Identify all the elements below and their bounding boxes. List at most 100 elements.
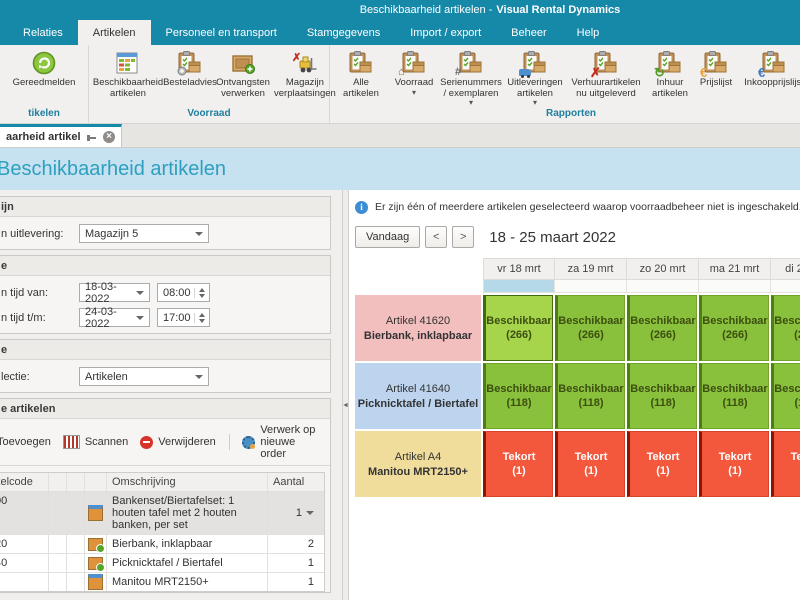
- selected-articles-table: kelcode Omschrijving Aantal 00 Bankenset…: [0, 472, 325, 592]
- ribbon-button-verhuurartikelen-nu-uitgeleverd[interactable]: ✗ Verhuurartikelen nu uitgeleverd: [566, 49, 646, 99]
- remove-article-button[interactable]: Verwijderen: [136, 434, 219, 451]
- document-tab-beschikbaarheid-artikelen[interactable]: aarheid artikelen ×: [0, 124, 122, 147]
- availability-cell[interactable]: Beschikbaar (266): [771, 295, 800, 361]
- availability-cell[interactable]: Beschikbaar (118): [699, 363, 769, 429]
- ribbon-button-alle-artikelen[interactable]: Alle artikelen: [332, 49, 390, 99]
- availability-cell[interactable]: Beschikbaar (266): [627, 295, 697, 361]
- article-description: Bierbank, inklapbaar: [107, 535, 268, 553]
- svg-text:✗: ✗: [292, 52, 301, 64]
- article-code: [0, 573, 49, 591]
- time-from-value: 08:00: [163, 287, 191, 299]
- ribbon-group-label-rapporten: Rapporten: [330, 108, 800, 123]
- articles-toolbar: Toevoegen Scannen Verwijderen Verwerk op…: [0, 419, 330, 466]
- home-badge-icon: ⌂: [398, 67, 405, 78]
- ribbon-button-inhuur-artikelen[interactable]: ↻ Inhuur artikelen: [646, 49, 694, 99]
- today-button[interactable]: Vandaag: [355, 226, 420, 248]
- menu-tab-stamgegevens[interactable]: Stamgegevens: [292, 20, 395, 45]
- date-from-picker[interactable]: 18-03-2022: [79, 283, 150, 302]
- ribbon-button-label: Beschikbaarheid artikelen: [93, 78, 163, 99]
- shortage-cell[interactable]: Tekort (1): [555, 431, 625, 497]
- report-rented-out-icon: ✗: [593, 50, 619, 76]
- forklift-icon: ✗: [292, 50, 318, 76]
- planner-panel: i Er zijn één of meerdere artikelen gese…: [349, 190, 800, 600]
- prev-week-button[interactable]: <: [425, 226, 447, 248]
- scan-label: Scannen: [85, 436, 128, 448]
- table-row[interactable]: 40 Picknicktafel / Biertafel 1: [0, 554, 324, 573]
- ribbon-button-besteladvies[interactable]: Besteladvies: [165, 49, 215, 89]
- ribbon-button-uitleveringen-artikelen[interactable]: Uitleveringen artikelen ▾: [504, 49, 566, 106]
- ribbon-button-beschikbaarheid-artikelen[interactable]: Beschikbaarheid artikelen: [91, 49, 165, 99]
- barcode-icon: [63, 435, 80, 449]
- availability-cell[interactable]: Beschikbaar (266): [555, 295, 625, 361]
- menu-tab-help[interactable]: Help: [562, 20, 615, 45]
- ribbon-button-label: Serienummers / exemplaren: [440, 78, 502, 99]
- menu-tab-relaties[interactable]: Relaties: [8, 20, 78, 45]
- ribbon-button-voorraad-rapport[interactable]: ⌂ Voorraad ▾: [390, 49, 438, 96]
- availability-cell[interactable]: Beschikbaar (118): [771, 363, 800, 429]
- filter-panel: ijn n uitlevering: Magazijn 5 e n tijd: [0, 190, 342, 600]
- planner-row-picknicktafel: Artikel 41640 Picknicktafel / Biertafel …: [355, 363, 800, 429]
- panel-splitter[interactable]: ◄: [342, 190, 349, 600]
- stock-notice: i Er zijn één of meerdere artikelen gese…: [355, 196, 800, 218]
- menu-tab-personeel-en-transport[interactable]: Personeel en transport: [151, 20, 292, 45]
- ribbon-button-prijslijst[interactable]: € Prijslijst: [694, 49, 738, 89]
- spinner-arrows-icon[interactable]: [194, 313, 205, 323]
- dropdown-arrow-icon: ▾: [412, 89, 416, 96]
- selection-select[interactable]: Artikelen: [79, 367, 209, 386]
- table-row[interactable]: Manitou MRT2150+ 1: [0, 573, 324, 591]
- warehouse-select-value: Magazijn 5: [85, 228, 138, 240]
- ribbon-button-inkoopprijslijst[interactable]: € Inkoopprijslijst: [738, 49, 800, 89]
- column-header-desc[interactable]: Omschrijving: [107, 473, 268, 491]
- scan-button[interactable]: Scannen: [59, 433, 132, 451]
- availability-calendar-icon: [115, 50, 141, 76]
- table-row[interactable]: 00 Bankenset/Biertafelset: 1 houten tafe…: [0, 492, 324, 535]
- window-title: Beschikbaarheid artikelen -: [360, 4, 493, 16]
- serial-badge-icon: #: [455, 67, 461, 78]
- ribbon-button-label: Gereedmelden: [13, 78, 76, 89]
- column-header-qty[interactable]: Aantal: [268, 473, 324, 491]
- collapse-panel-icon[interactable]: ◄: [342, 402, 349, 409]
- availability-cell[interactable]: Beschikbaar (118): [483, 363, 553, 429]
- quantity-stepper[interactable]: 1: [268, 492, 324, 534]
- ribbon-button-magazijn-verplaatsingen[interactable]: ✗ Magazijn verplaatsingen: [271, 49, 339, 99]
- shortage-cell[interactable]: Tekort (1): [699, 431, 769, 497]
- shortage-cell[interactable]: Tekort (1): [771, 431, 800, 497]
- article-set-icon: [88, 574, 103, 590]
- planner-row-header: Artikel 41620 Bierbank, inklapbaar: [355, 295, 481, 361]
- pin-icon[interactable]: [87, 133, 96, 142]
- menu-tab-artikelen[interactable]: Artikelen: [78, 20, 151, 45]
- ribbon-button-ontvangsten-verwerken[interactable]: Ontvangsten verwerken: [215, 49, 271, 99]
- menu-tab-beheer[interactable]: Beheer: [496, 20, 561, 45]
- date-navigation: Vandaag < > 18 - 25 maart 2022: [355, 226, 800, 248]
- article-set-icon: [88, 505, 103, 521]
- next-week-button[interactable]: >: [452, 226, 474, 248]
- availability-cell[interactable]: Beschikbaar (118): [555, 363, 625, 429]
- recycle-badge-icon: ↻: [654, 67, 665, 78]
- ribbon-button-serienummers-exemplaren[interactable]: # Serienummers / exemplaren ▾: [438, 49, 504, 106]
- availability-cell[interactable]: Beschikbaar (266): [699, 295, 769, 361]
- availability-cell[interactable]: Beschikbaar (266): [483, 295, 553, 361]
- menu-tab-import-export[interactable]: Import / export: [395, 20, 496, 45]
- table-row[interactable]: 20 Bierbank, inklapbaar 2: [0, 535, 324, 554]
- process-new-order-button[interactable]: Verwerk op nieuwe order: [238, 422, 326, 462]
- ribbon-button-label: Besteladvies: [163, 78, 217, 89]
- day-header-row: vr 18 mrt za 19 mrt zo 20 mrt ma 21 mrt …: [355, 258, 800, 280]
- time-from-spinner[interactable]: 08:00: [157, 283, 210, 302]
- availability-cell[interactable]: Beschikbaar (118): [627, 363, 697, 429]
- date-to-picker[interactable]: 24-03-2022: [79, 308, 150, 327]
- ribbon-button-label: Inhuur artikelen: [649, 78, 691, 99]
- shortage-cell[interactable]: Tekort (1): [483, 431, 553, 497]
- euro-badge-icon: €: [758, 67, 765, 78]
- add-article-button[interactable]: Toevoegen: [0, 434, 55, 450]
- column-header-code[interactable]: kelcode: [0, 473, 49, 491]
- ribbon-group-label-artikelen: tikelen: [0, 108, 88, 123]
- spinner-arrows-icon[interactable]: [194, 288, 205, 298]
- ribbon-button-gereedmelden[interactable]: Gereedmelden: [2, 49, 86, 89]
- article-name: Bierbank, inklapbaar: [364, 330, 472, 342]
- shortage-cell[interactable]: Tekort (1): [627, 431, 697, 497]
- time-to-spinner[interactable]: 17:00: [157, 308, 210, 327]
- warehouse-select[interactable]: Magazijn 5: [79, 224, 209, 243]
- article-stock-icon: [88, 557, 103, 570]
- date-from-value: 18-03-2022: [85, 281, 136, 305]
- close-tab-icon[interactable]: ×: [103, 131, 115, 143]
